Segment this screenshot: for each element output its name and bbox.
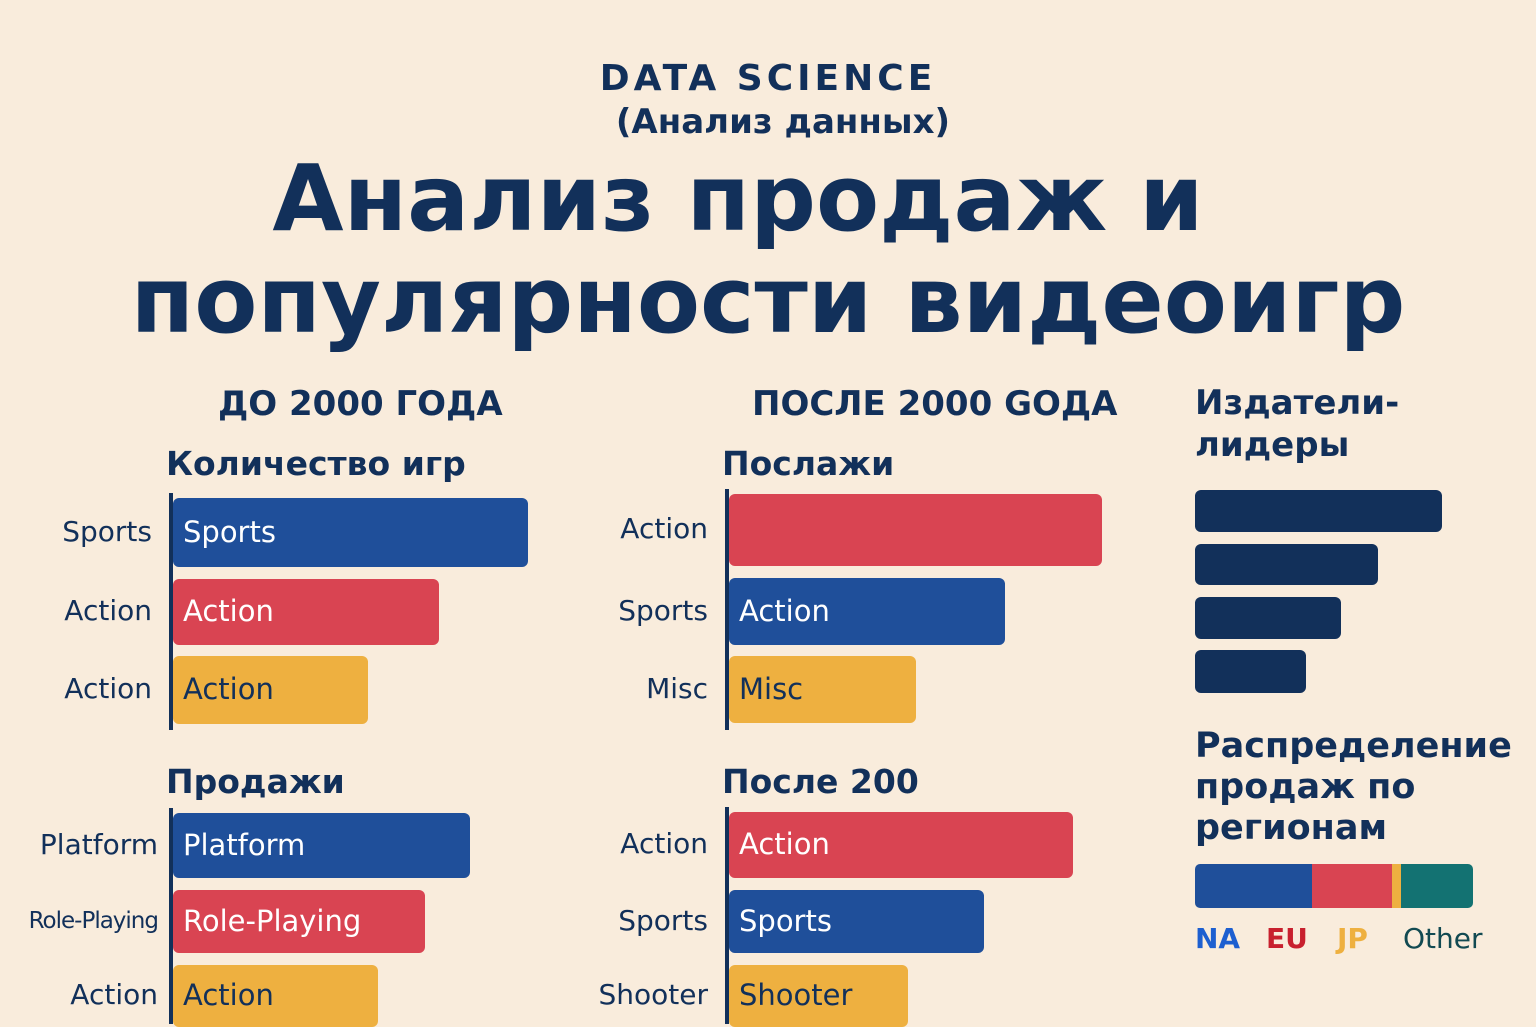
publisher-bar — [1195, 544, 1378, 585]
panel-title: После 200 — [722, 762, 919, 801]
bar-label: Sports — [739, 903, 832, 938]
region-segment-na — [1195, 864, 1312, 908]
legend-jp: JP — [1337, 922, 1368, 955]
bar-label: Misc — [739, 671, 804, 706]
category-label: Misc — [646, 671, 708, 705]
category-label: Shooter — [598, 978, 709, 1011]
region-stacked-bar — [1195, 864, 1473, 908]
region-segment-jp — [1392, 864, 1401, 908]
category-label: Action — [64, 594, 152, 627]
bar-label: Action — [739, 593, 830, 628]
bar: Misc — [729, 656, 916, 723]
bar-label: Sports — [183, 514, 276, 549]
category-label: Action — [620, 827, 708, 860]
category-label: Action — [64, 672, 152, 705]
publishers-title-2: лидеры — [1195, 425, 1350, 465]
bar: Action — [729, 812, 1073, 878]
legend-na: NA — [1195, 922, 1241, 955]
bar: Sports — [729, 890, 984, 953]
category-label: Action — [620, 512, 708, 545]
category-label: Sports — [618, 903, 708, 937]
axis-line — [169, 493, 173, 730]
kicker-subtitle: (Анализ данных) — [615, 102, 951, 142]
category-label: Sports — [62, 514, 152, 548]
section-publishers: Издатели- лидеры — [1195, 382, 1399, 466]
legend-eu: EU — [1266, 922, 1308, 955]
bar-label: Action — [739, 827, 830, 861]
title-line-1: Анализ продаж и — [272, 145, 1204, 252]
axis-line — [725, 807, 729, 1024]
bar: Sports — [173, 498, 528, 567]
bar: Action — [729, 578, 1006, 645]
axis-line — [169, 808, 173, 1024]
axis-line — [725, 489, 729, 730]
section-before-2000: ДО 2000 ГОДА — [218, 384, 503, 424]
bar — [729, 494, 1102, 566]
category-label: Platform — [39, 827, 158, 861]
publisher-bar — [1195, 650, 1307, 693]
section-after-2000: ПОСЛЕ 2000 GОДА — [752, 384, 1118, 424]
category-label: Role-Playing — [28, 907, 159, 934]
section-regions: Распределение продаж по регионам — [1195, 726, 1512, 849]
category-label: Sports — [618, 593, 708, 627]
bar-label: Shooter — [739, 978, 853, 1012]
kicker: DATA SCIENCE — [599, 58, 937, 99]
region-segment-other — [1400, 864, 1473, 908]
bar: Action — [173, 965, 378, 1027]
panel-title: Количество игр — [166, 444, 466, 483]
bar: Platform — [173, 813, 470, 878]
page-title: Анализ продаж и популярности видеоигр — [0, 148, 1536, 352]
bar-label: Action — [183, 672, 274, 706]
category-label: Action — [70, 978, 158, 1011]
bar: Role-Playing — [173, 890, 426, 953]
panel-title: Продажи — [166, 762, 345, 801]
regions-title-1: Распределение — [1195, 726, 1512, 766]
regions-title-3: регионам — [1195, 808, 1388, 848]
bar: Action — [173, 656, 369, 724]
bar-label: Platform — [183, 827, 306, 862]
bar-label: Role-Playing — [183, 903, 362, 938]
title-line-2: популярности видеоигр — [130, 247, 1406, 354]
regions-title-2: продаж по — [1195, 767, 1416, 807]
bar: Action — [173, 579, 440, 645]
publisher-bar — [1195, 597, 1341, 639]
bar: Shooter — [729, 965, 908, 1027]
bar-label: Action — [183, 978, 274, 1012]
publishers-title-1: Издатели- — [1195, 383, 1400, 423]
bar-label: Action — [183, 594, 274, 628]
region-segment-eu — [1311, 864, 1393, 908]
publisher-bar — [1195, 490, 1442, 532]
panel-title: Послажи — [722, 444, 895, 483]
legend-other: Other — [1403, 922, 1483, 955]
